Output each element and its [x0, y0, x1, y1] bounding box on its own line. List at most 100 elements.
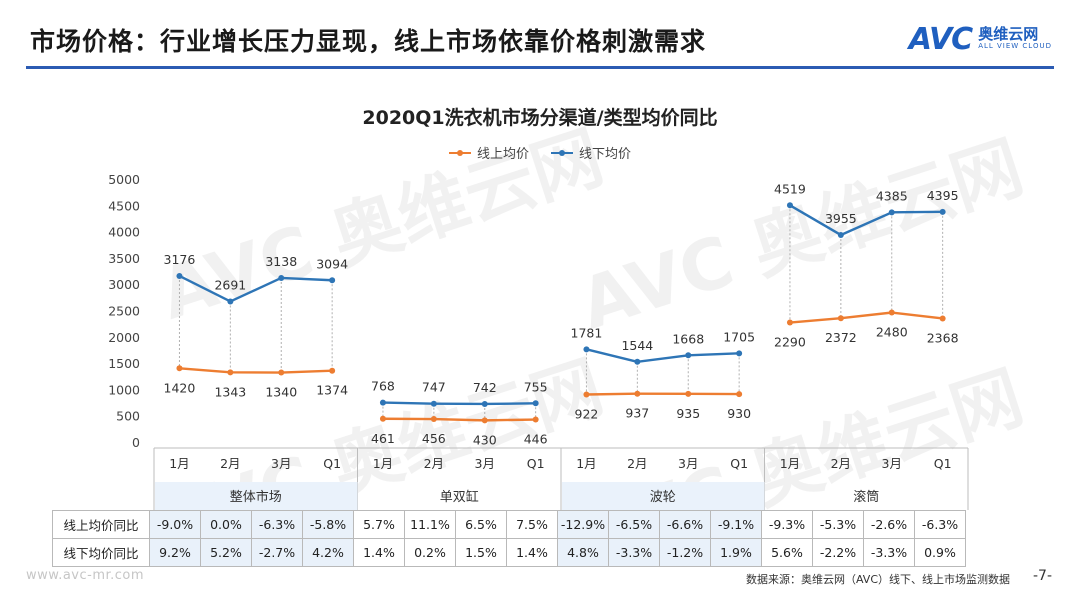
x-tick-label: 3月	[475, 456, 495, 471]
table-cell: 6.5%	[455, 510, 507, 539]
yoy-table: 线上均价同比 -9.0% 0.0% -6.3% -5.8% 5.7% 11.1% 6.5% 7.…	[52, 510, 966, 567]
table-cell: -6.3%	[914, 510, 966, 539]
table-cell: -9.1%	[710, 510, 762, 539]
table-row: 线上均价同比 -9.0% 0.0% -6.3% -5.8% 5.7% 11.1% 6.5% 7.…	[52, 510, 966, 539]
group-label: 滚筒	[853, 489, 879, 505]
data-label-offline: 768	[371, 379, 395, 394]
y-tick-label: 0	[132, 435, 140, 450]
legend-swatch-offline	[551, 149, 573, 156]
legend-item-online: 线上均价	[448, 143, 529, 162]
data-point-offline	[329, 277, 336, 284]
legend-swatch-online	[448, 149, 471, 156]
x-tick-label: 1月	[576, 456, 596, 471]
data-point-online	[939, 315, 946, 322]
data-label-online: 2480	[876, 325, 908, 340]
table-cell: 1.5%	[455, 538, 507, 567]
data-point-offline	[227, 298, 234, 305]
y-tick-label: 1000	[108, 382, 140, 397]
footer-source: 数据来源：奥维云网（AVC）线下、线上市场监测数据	[745, 573, 1010, 586]
x-tick-label: 3月	[271, 456, 291, 471]
data-point-offline	[430, 400, 437, 407]
data-label-offline: 4395	[927, 188, 959, 203]
data-label-online: 1340	[265, 385, 297, 400]
table-cell: -5.3%	[812, 510, 864, 539]
data-label-offline: 1781	[571, 325, 603, 340]
data-label-offline: 3138	[265, 254, 297, 269]
x-tick-label: 2月	[424, 456, 444, 471]
x-tick-label: Q1	[323, 456, 341, 471]
data-point-offline	[634, 358, 641, 365]
y-tick-label: 1500	[108, 356, 140, 371]
data-point-online	[329, 367, 336, 374]
data-label-offline: 755	[524, 379, 548, 394]
y-tick-label: 2000	[108, 330, 140, 345]
data-point-online	[786, 319, 793, 326]
chart-title: 2020Q1洗衣机市场分渠道/类型均价同比	[362, 107, 718, 129]
y-tick-label: 4500	[108, 198, 140, 213]
data-label-offline: 4385	[876, 188, 908, 203]
data-point-online	[634, 390, 641, 397]
table-cell: 0.9%	[914, 538, 966, 567]
data-point-offline	[736, 350, 743, 357]
table-cell: -9.0%	[149, 510, 201, 539]
data-label-online: 430	[473, 432, 497, 447]
data-point-offline	[939, 208, 946, 215]
table-cell: -6.6%	[659, 510, 711, 539]
series-line-offline	[178, 274, 333, 303]
data-point-online	[227, 369, 234, 376]
table-cell: 5.7%	[353, 510, 405, 539]
data-point-online	[430, 416, 437, 423]
data-point-online	[837, 315, 844, 322]
table-cell: 1.4%	[353, 538, 405, 567]
row-label: 线下均价同比	[52, 538, 150, 567]
logo-cn: 奥维云网	[978, 25, 1039, 44]
series-line-online	[179, 367, 333, 374]
x-tick-label: 3月	[678, 456, 698, 471]
table-cell: 11.1%	[404, 510, 456, 539]
series-line-online	[382, 417, 536, 422]
data-point-offline	[786, 202, 793, 209]
data-label-offline: 3094	[316, 256, 348, 271]
data-label-online: 1374	[316, 383, 348, 398]
logo-en: ALL VIEW CLOUD	[978, 42, 1052, 51]
table-cell: 7.5%	[506, 510, 558, 539]
data-point-offline	[176, 272, 183, 279]
title-divider	[26, 66, 1054, 69]
x-tick-label: 1月	[373, 456, 393, 471]
data-label-online: 2290	[774, 335, 806, 350]
table-cell: 9.2%	[149, 538, 201, 567]
page-number: -7-	[1032, 568, 1052, 584]
group-label-band	[562, 482, 765, 510]
table-cell: 5.6%	[761, 538, 813, 567]
table-cell: -6.3%	[251, 510, 303, 539]
table-cell: -3.3%	[863, 538, 915, 567]
data-label-online: 456	[422, 431, 446, 446]
legend-label-offline: 线下均价	[579, 147, 632, 162]
data-label-offline: 4519	[774, 181, 806, 196]
x-tick-label: Q1	[934, 456, 952, 471]
data-label-online: 930	[727, 406, 751, 421]
data-point-online	[481, 417, 488, 424]
series-line-online	[789, 311, 943, 324]
data-point-offline	[379, 399, 386, 406]
series-line-offline	[382, 401, 536, 406]
table-cell: -5.8%	[302, 510, 354, 539]
x-tick-label: 2月	[831, 456, 851, 471]
avc-logo: AVC 奥维云网 ALL VIEW CLOUD	[909, 22, 1052, 57]
table-cell: 5.2%	[200, 538, 252, 567]
data-point-online	[736, 391, 743, 398]
chart-legend: 线上均价 线下均价	[0, 143, 1080, 162]
table-cell: -2.2%	[812, 538, 864, 567]
data-label-online: 1343	[214, 384, 246, 399]
data-point-online	[278, 369, 285, 376]
table-cell: 0.0%	[200, 510, 252, 539]
x-tick-label: 1月	[169, 456, 189, 471]
data-label-offline: 1544	[621, 338, 653, 353]
data-label-offline: 1705	[723, 329, 755, 344]
data-label-offline: 742	[473, 380, 497, 395]
data-label-online: 1420	[164, 380, 196, 395]
footer-url: www.avc-mr.com	[26, 568, 145, 583]
table-cell: 4.8%	[557, 538, 609, 567]
page-title: 市场价格：行业增长压力显现，线上市场依靠价格刺激需求	[30, 27, 707, 56]
